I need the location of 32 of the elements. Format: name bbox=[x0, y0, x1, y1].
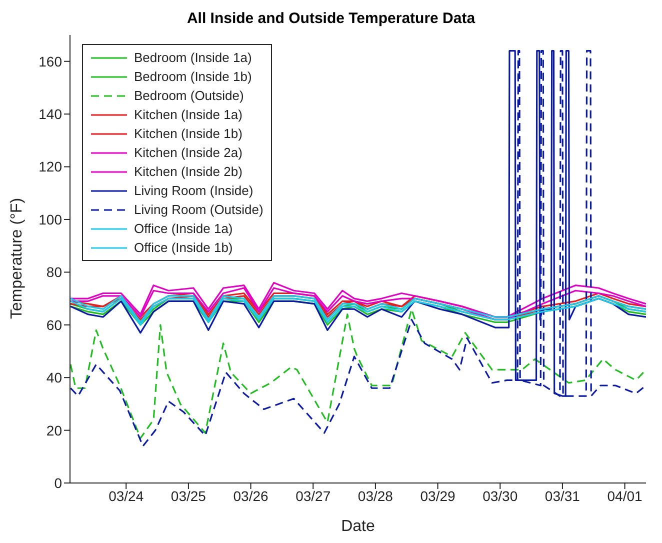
x-tick-label: 03/28 bbox=[358, 488, 394, 504]
x-tick-label: 04/01 bbox=[607, 488, 643, 504]
legend-label: Bedroom (Inside 1a) bbox=[134, 49, 252, 67]
y-tick-label: 0 bbox=[54, 474, 62, 491]
y-tick-label: 20 bbox=[46, 422, 62, 438]
x-tick-label: 03/27 bbox=[296, 488, 331, 504]
legend-label: Living Room (Outside) bbox=[134, 201, 264, 219]
x-tick-label: 03/26 bbox=[233, 488, 268, 504]
y-tick-label: 60 bbox=[46, 316, 62, 333]
legend-label: Kitchen (Inside 1b) bbox=[134, 125, 242, 143]
legend-label: Kitchen (Inside 1a) bbox=[134, 106, 242, 124]
y-tick-label: 40 bbox=[46, 370, 62, 386]
y-tick-label: 100 bbox=[38, 211, 62, 228]
legend-label: Office (Inside 1a) bbox=[134, 220, 233, 238]
x-tick-label: 03/30 bbox=[482, 488, 518, 504]
x-axis-title: Date bbox=[341, 518, 375, 535]
legend-label: Bedroom (Outside) bbox=[134, 87, 244, 105]
y-tick-label: 160 bbox=[38, 53, 62, 70]
legend-label: Office (Inside 1b) bbox=[134, 239, 233, 257]
y-tick-label: 120 bbox=[38, 158, 62, 175]
legend-label: Kitchen (Inside 2b) bbox=[134, 163, 242, 181]
chart-title: All Inside and Outside Temperature Data bbox=[186, 9, 476, 29]
y-axis-title: Temperature (°F) bbox=[8, 198, 26, 319]
x-tick-label: 03/29 bbox=[420, 488, 456, 504]
x-tick-label: 03/24 bbox=[108, 488, 144, 504]
legend-label: Kitchen (Inside 2a) bbox=[134, 144, 242, 162]
x-tick-label: 03/31 bbox=[544, 488, 580, 504]
legend-label: Living Room (Inside) bbox=[134, 182, 254, 200]
legend-label: Bedroom (Inside 1b) bbox=[134, 68, 252, 86]
x-tick-label: 03/25 bbox=[170, 488, 206, 504]
y-tick-label: 80 bbox=[46, 264, 62, 280]
y-tick-label: 140 bbox=[38, 106, 62, 122]
